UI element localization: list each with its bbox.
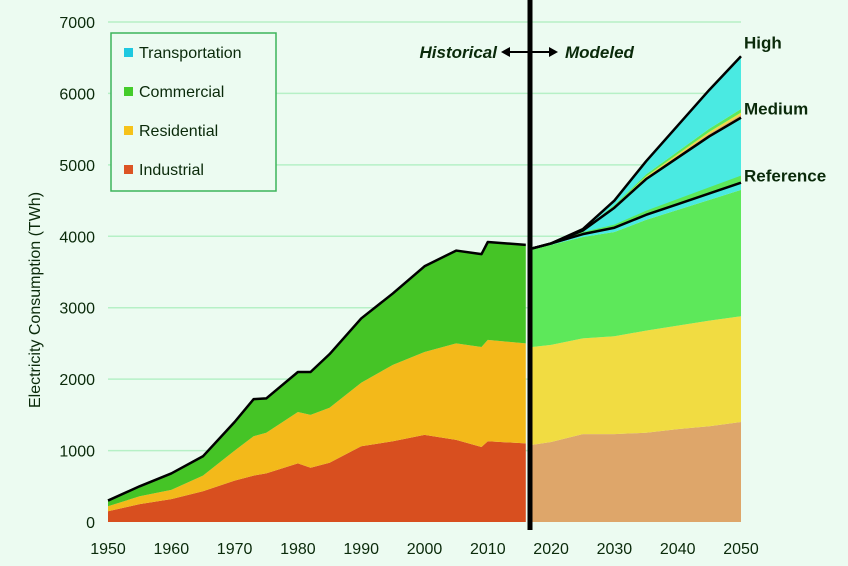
- historical-commercial-area: [108, 242, 526, 507]
- legend-swatch-residential: [124, 126, 133, 135]
- high-scenario-line: [531, 55, 742, 250]
- historical-residential-area: [108, 339, 526, 512]
- historical-label: Historical: [420, 43, 499, 62]
- x-tick-label: 2000: [407, 541, 443, 558]
- scenario-labels: Reference Medium High: [744, 33, 826, 185]
- legend-label: Industrial: [139, 162, 204, 179]
- modeled-residential-area: [532, 316, 741, 445]
- x-tick-label: 2040: [660, 541, 696, 558]
- medium-commercial-area: [532, 109, 741, 249]
- x-tick-labels: 1950 1960 1970 1980 1990 2000 2010 2020 2030 2040…: [90, 541, 759, 558]
- y-tick-label: 2000: [59, 372, 95, 389]
- legend: Transportation Commercial Residential Indus…: [110, 32, 277, 192]
- modeled-label: Modeled: [565, 43, 635, 62]
- double-arrow-icon: [501, 47, 558, 57]
- x-tick-label: 1970: [217, 541, 253, 558]
- legend-label: Transportation: [139, 45, 242, 62]
- x-tick-label: 2010: [470, 541, 506, 558]
- legend-box: [110, 32, 277, 192]
- x-tick-label: 2030: [597, 541, 633, 558]
- scenario-lines: [107, 55, 742, 502]
- x-tick-label: 1980: [280, 541, 316, 558]
- historical-total-line: [107, 240, 526, 502]
- historical-industrial-area: [108, 434, 526, 522]
- modeled-industrial-area: [532, 422, 741, 522]
- x-tick-label: 1990: [343, 541, 379, 558]
- legend-swatch-industrial: [124, 165, 133, 174]
- x-tick-label: 1950: [90, 541, 126, 558]
- y-tick-label: 6000: [59, 86, 95, 103]
- x-tick-label: 2020: [533, 541, 569, 558]
- legend-label: Residential: [139, 123, 218, 140]
- x-tick-label: 2050: [723, 541, 759, 558]
- high-scenario-label: High: [744, 33, 782, 52]
- y-tick-label: 0: [86, 515, 95, 532]
- y-tick-label: 4000: [59, 229, 95, 246]
- y-tick-label: 5000: [59, 158, 95, 175]
- y-tick-label: 3000: [59, 301, 95, 318]
- medium-scenario-label: Medium: [744, 100, 808, 119]
- y-tick-label: 1000: [59, 444, 95, 461]
- legend-swatch-commercial: [124, 87, 133, 96]
- reference-scenario-label: Reference: [744, 167, 826, 186]
- legend-label: Commercial: [139, 84, 224, 101]
- medium-residential-area: [532, 112, 741, 249]
- y-tick-label: 7000: [59, 15, 95, 32]
- areas: [108, 56, 741, 522]
- y-tick-labels: 0 1000 2000 3000 4000 5000 6000 7000: [59, 15, 95, 532]
- medium-industrial-area: [532, 114, 741, 249]
- y-axis-label: Electricity Consumption (TWh): [27, 192, 44, 408]
- legend-swatch-transportation: [124, 48, 133, 57]
- x-tick-label: 1960: [154, 541, 190, 558]
- modeled-commercial-area: [532, 189, 741, 347]
